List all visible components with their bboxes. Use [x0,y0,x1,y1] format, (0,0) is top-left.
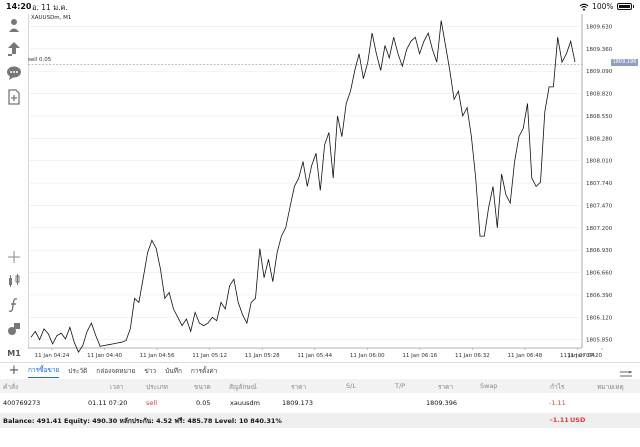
account-summary-bar: Balance: 491.41 Equity: 490.30 หลักประกั… [0,413,640,428]
y-tick-label: 1807.470 [586,203,613,209]
x-tick-label: 11 Jan 07:04 [560,353,595,359]
x-tick-label: 11 Jan 04:40 [87,353,122,359]
indicators-icon[interactable] [5,272,23,290]
current-price-tag: 1809.196 [611,58,638,66]
header-comment: หมายเหตุ [597,383,624,391]
x-tick-label: 11 Jan 04:24 [35,353,70,359]
account-summary: Balance: 491.41 Equity: 490.30 หลักประกั… [3,417,282,425]
table-row[interactable]: 400769273 01.11 07:20 sell 0.05 xauusdm … [0,396,640,410]
y-tick-label: 1808.010 [586,159,613,165]
header-tp: T/P [395,382,406,390]
y-tick-label: 1805.850 [586,338,613,344]
x-tick-label: 11 Jan 05:12 [192,353,227,359]
order-symbol: xauusdm [230,399,260,407]
status-bar: 14:20 อ. 11 ม.ค. 100% [0,0,640,14]
x-tick-label: 11 Jan 04:56 [140,353,175,359]
x-tick-label: 11 Jan 07:20 [567,353,602,359]
y-tick-label: 1806.390 [586,293,613,299]
y-tick-label: 1806.660 [586,271,613,277]
y-tick-label: 1809.360 [586,47,613,53]
tab-news[interactable]: ข่าว [144,366,157,375]
x-tick-label: 11 Jan 06:16 [402,353,437,359]
y-tick-label: 1806.930 [586,248,613,254]
battery-tip [632,5,634,8]
y-tick-label: 1808.820 [586,92,613,98]
status-time: 14:20 [6,2,32,11]
header-order: คำสั่ง [3,383,19,391]
header-open-price: ราคา [291,383,307,391]
objects-icon[interactable] [5,320,23,338]
y-tick-label: 1808.550 [586,114,613,120]
crosshair-user-icon[interactable] [5,16,23,34]
trade-table-header: คำสั่ง เวลา ประเภท ขนาด สัญลักษณ์ ราคา S… [0,379,640,393]
crosshair-icon[interactable] [5,248,23,266]
order-type: sell [146,399,157,407]
x-tick-label: 11 Jan 06:00 [350,353,385,359]
header-sl: S/L [346,382,356,390]
order-time: 01.11 07:20 [88,399,128,407]
order-open-price: 1809.173 [282,399,314,407]
chart-canvas: 1809.630 1809.360 1809.090 1808.820 1808.550… [28,14,640,362]
x-tick-label: 11 Jan 06:32 [455,353,490,359]
header-current-price: ราคา [438,383,454,391]
tab-mailbox[interactable]: กล่องจดหมาย [96,366,136,375]
header-swap: Swap [480,382,498,390]
price-series-line [30,20,576,353]
tab-history[interactable]: ประวัติ [68,366,88,375]
tab-settings[interactable]: การตั้งค่า [190,366,218,375]
chat-icon[interactable] [5,64,23,82]
order-current-price: 1809.396 [426,399,458,407]
status-date: อ. 11 ม.ค. [32,3,68,12]
tab-trade[interactable]: การซื้อขาย [28,363,60,378]
battery-icon [616,3,632,10]
wifi-icon [579,3,589,11]
sell-line-label: sell 0.05 [28,57,52,64]
header-type: ประเภท [146,383,168,391]
y-tick-label: 1807.200 [586,226,613,232]
y-tick-label: 1806.120 [586,315,613,321]
header-profit: กำไร [550,383,565,391]
x-tick-label: 11 Jan 06:48 [507,353,542,359]
total-profit: -1.11 [550,416,569,424]
x-tick-label: 11 Jan 05:28 [245,353,280,359]
new-order-icon[interactable] [5,40,23,58]
y-tick-label: 1807.740 [586,181,613,187]
add-icon[interactable]: + [8,363,20,378]
battery-percent: 100% [592,2,614,11]
function-icon[interactable] [5,296,23,314]
order-profit: -1.11 [549,399,566,407]
bottom-nav: + การซื้อขาย ประวัติ กล่องจดหมาย ข่าว บั… [0,362,640,381]
add-document-icon[interactable] [5,88,23,106]
account-currency: USD [570,416,586,424]
left-toolbar: M1 [0,14,28,361]
y-tick-label: 1808.280 [586,136,613,142]
y-tick-label: 1809.090 [586,69,613,75]
status-indicators: 100% [579,2,634,11]
order-size: 0.05 [196,399,211,407]
x-tick-label: 11 Jan 05:44 [297,353,332,359]
order-id: 400769273 [3,399,41,407]
timeframe-button[interactable]: M1 [7,348,21,358]
chart-title: XAUUSDm, M1 [31,15,72,21]
y-tick-label: 1809.630 [586,24,613,30]
price-chart[interactable]: 1809.630 1809.360 1809.090 1808.820 1808.550… [28,14,640,362]
header-symbol: สัญลักษณ์ [229,383,257,391]
header-size: ขนาด [194,383,211,391]
tab-journal[interactable]: บันทึก [165,366,182,375]
header-time: เวลา [110,383,124,391]
